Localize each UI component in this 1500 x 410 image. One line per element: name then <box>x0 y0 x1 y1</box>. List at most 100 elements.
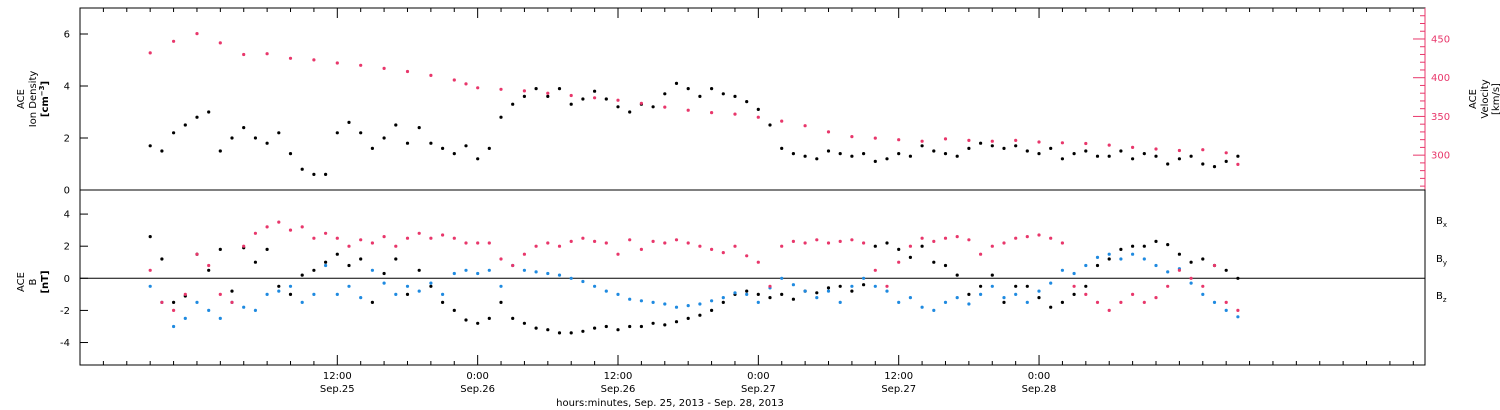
by-point <box>593 284 597 288</box>
bx-point <box>207 268 211 272</box>
ion-density-point <box>382 136 386 140</box>
field-tick-label: -2 <box>60 306 70 317</box>
bx-series <box>148 235 1240 335</box>
velocity-point <box>1177 148 1181 153</box>
velocity-point <box>990 139 994 143</box>
time-tick-label: 0:00 <box>1028 371 1050 382</box>
velocity-point <box>335 61 339 65</box>
bx-point <box>1119 247 1123 251</box>
bz-point <box>312 236 316 240</box>
by-point <box>663 302 667 306</box>
by-point <box>277 289 281 293</box>
legend-by-base: B <box>1436 254 1443 265</box>
bx-point <box>639 324 644 329</box>
ion-density-point <box>593 89 597 93</box>
density-unit-superscript: −3 <box>38 85 46 96</box>
legend-bx-base: B <box>1436 216 1443 227</box>
velocity-point <box>359 63 363 67</box>
bx-point <box>218 247 222 251</box>
legend-by: By <box>1436 254 1447 267</box>
bx-point <box>312 268 316 272</box>
velocity-point <box>1060 141 1064 145</box>
ion-density-point <box>979 141 983 145</box>
ion-density-point <box>651 105 655 109</box>
velocity-point <box>382 66 386 70</box>
ion-density-point <box>885 157 889 161</box>
ion-density-point <box>990 144 994 148</box>
bz-point <box>862 241 866 245</box>
bz-point <box>230 300 234 304</box>
time-tick-label: 12:00 <box>323 371 352 382</box>
velocity-point <box>195 31 199 36</box>
ion-density-point <box>1212 165 1217 169</box>
by-point <box>1119 257 1123 261</box>
ion-density-point <box>1119 149 1123 153</box>
ion-density-point <box>312 172 316 176</box>
bx-point <box>780 292 784 296</box>
ion-density-point <box>183 123 187 127</box>
by-point <box>370 268 374 272</box>
by-point <box>756 300 760 304</box>
bz-point <box>499 257 503 261</box>
field-tick-label: 0 <box>64 274 70 285</box>
velocity-point <box>616 98 620 102</box>
bx-point <box>1037 296 1041 300</box>
ion-density-point <box>1084 149 1088 153</box>
ion-density-point <box>452 152 456 156</box>
bx-point <box>850 289 854 293</box>
time-axis-ticks: 12:00 Sep.25 0:00 Sep.26 12:00 Sep.26 0:00 Sep.… <box>102 8 1414 395</box>
bx-point <box>897 247 901 251</box>
bx-point <box>394 257 398 261</box>
ion-density-point <box>499 115 503 119</box>
top-panel: 0 2 4 6 300 350 400 450 ACE Ion Density [cm−3]… <box>16 7 1500 197</box>
velocity-point <box>850 135 854 139</box>
legend-bx-subscript: x <box>1443 221 1447 229</box>
bx-point <box>1107 257 1111 261</box>
bz-point <box>826 241 831 245</box>
bz-point <box>359 238 363 242</box>
velocity-point <box>780 119 784 123</box>
bz-point <box>768 284 772 288</box>
bz-point <box>195 252 199 256</box>
velocity-axis-title-line-2: Velocity <box>1480 79 1491 118</box>
by-point <box>1154 263 1158 268</box>
velocity-point <box>733 112 737 116</box>
ion-density-point <box>277 131 281 135</box>
ion-density-point <box>195 115 199 119</box>
bx-point <box>1072 292 1076 296</box>
bz-point <box>557 244 562 248</box>
by-point <box>253 308 257 312</box>
by-point <box>405 284 410 288</box>
by-point <box>359 296 363 300</box>
bz-point <box>347 244 351 248</box>
velocity-point <box>242 52 246 57</box>
ion-density-point <box>441 146 445 150</box>
velocity-point <box>569 93 573 98</box>
bx-point <box>979 284 983 288</box>
bz-point <box>791 239 796 243</box>
legend-by-subscript: y <box>1443 259 1447 267</box>
bz-point <box>745 254 749 258</box>
bx-point <box>990 273 994 277</box>
bx-point <box>452 308 456 312</box>
bx-point <box>1189 260 1193 264</box>
velocity-tick-label: 450 <box>1431 34 1450 45</box>
ion-density-point <box>487 146 491 150</box>
bx-point <box>382 271 386 276</box>
by-point <box>324 263 328 268</box>
bz-point <box>183 292 187 296</box>
velocity-point <box>1201 148 1205 152</box>
ion-density-point <box>1177 157 1181 161</box>
density-tick-label: 0 <box>64 186 70 197</box>
velocity-tick-label: 400 <box>1431 73 1450 84</box>
velocity-point <box>172 39 176 43</box>
bx-point <box>745 289 749 293</box>
bz-point <box>1002 241 1006 245</box>
bx-point <box>815 291 819 295</box>
by-point <box>850 284 854 288</box>
velocity-point <box>826 130 831 134</box>
bx-point <box>955 273 959 277</box>
bz-point <box>1095 300 1100 304</box>
by-point <box>417 289 421 293</box>
bz-point <box>1119 300 1123 304</box>
